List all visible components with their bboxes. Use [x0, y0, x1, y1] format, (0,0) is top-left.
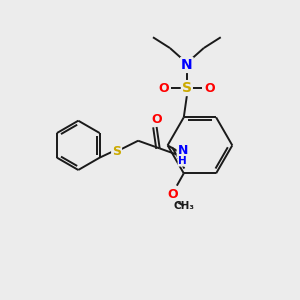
Text: N: N — [181, 58, 193, 72]
Text: O: O — [151, 113, 162, 126]
Text: O: O — [158, 82, 169, 94]
Text: S: S — [112, 145, 121, 158]
Text: CH₃: CH₃ — [173, 201, 194, 211]
Text: S: S — [182, 81, 192, 95]
Text: O: O — [168, 188, 178, 201]
Text: N: N — [178, 144, 188, 157]
Text: H: H — [178, 156, 187, 166]
Text: O: O — [205, 82, 215, 94]
